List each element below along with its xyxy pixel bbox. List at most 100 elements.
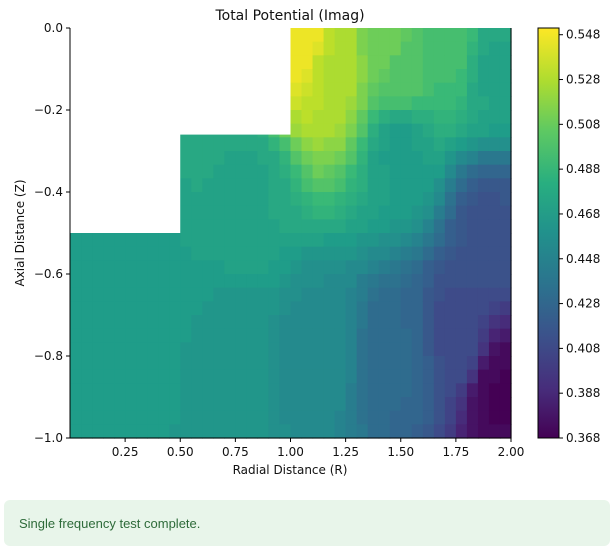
contour-cell [191,137,203,152]
contour-cell [125,397,137,412]
contour-cell [235,328,247,343]
contour-cell [433,137,446,152]
contour-cell [290,164,303,179]
contour-cell [323,55,336,70]
contour-cell [81,410,93,425]
contour-cell [466,246,479,261]
contour-cell [114,287,126,302]
contour-cell [499,96,512,111]
contour-cell [202,233,214,248]
contour-cell [488,192,501,207]
contour-cell [257,178,270,193]
contour-cell [488,315,501,330]
contour-cell [455,274,468,289]
contour-cell [367,69,380,84]
contour-cell [180,301,192,316]
contour-cell [169,260,181,275]
contour-cell [411,369,424,384]
contour-cell [235,205,247,220]
contour-cell [235,301,247,316]
contour-cell [169,356,181,371]
contour-cell [400,328,413,343]
contour-cell [169,328,181,343]
contour-cell [114,246,126,261]
contour-cell [323,397,336,412]
contour-cell [444,301,457,316]
contour-cell [235,315,247,330]
x-tick-label: 1.00 [277,445,304,459]
contour-cell [389,110,402,125]
contour-cell [158,356,170,371]
contour-cell [180,164,192,179]
contour-cell [422,287,435,302]
contour-cell [488,55,501,70]
contour-cell [81,274,93,289]
contour-cell [202,410,214,425]
contour-cell [257,356,270,371]
contour-cell [389,233,402,248]
contour-cell [136,315,148,330]
contour-cell [235,274,247,289]
contour-cell [411,383,424,398]
contour-cell [411,342,424,357]
contour-cell [147,246,159,261]
contour-cell [356,356,369,371]
contour-cell [378,123,391,138]
contour-cell [246,151,259,166]
contour-cell [103,397,115,412]
contour-cell [125,274,137,289]
contour-cell [455,219,468,234]
contour-cell [301,301,314,316]
contour-cell [312,397,325,412]
contour-cell [246,178,259,193]
contour-cell [433,219,446,234]
contour-cell [411,233,424,248]
contour-cell [312,123,325,138]
contour-cell [422,356,435,371]
contour-cell [422,274,435,289]
contour-cell [312,41,325,56]
contour-cell [499,28,512,43]
contour-cell [466,41,479,56]
contour-cell [301,383,314,398]
y-tick-label: −0.4 [34,185,63,199]
contour-cell [235,219,247,234]
contour-cell [477,205,490,220]
contour-cell [246,274,259,289]
contour-cell [312,233,325,248]
contour-cell [224,274,236,289]
contour-cell [356,178,369,193]
contour-cell [202,369,214,384]
contour-cell [466,369,479,384]
contour-cell [356,151,369,166]
contour-cell [400,383,413,398]
contour-cell [433,233,446,248]
contour-cell [136,356,148,371]
contour-cell [279,356,292,371]
contour-cell [323,328,336,343]
contour-cell [455,137,468,152]
contour-cell [70,383,82,398]
contour-cell [400,28,413,43]
contour-cell [444,260,457,275]
contour-cell [466,315,479,330]
contour-cell [301,96,314,111]
contour-cell [114,315,126,330]
contour-cell [158,233,170,248]
contour-cell [202,397,214,412]
contour-cell [180,151,192,166]
contour-cell [433,69,446,84]
contour-cell [356,164,369,179]
contour-cell [180,205,192,220]
contour-cell [356,110,369,125]
contour-cell [400,287,413,302]
contour-cell [136,424,148,439]
contour-cell [433,410,446,425]
contour-cell [389,137,402,152]
contour-cell [356,369,369,384]
contour-cell [257,205,270,220]
contour-cell [279,151,292,166]
contour-cell [257,274,270,289]
contour-cell [488,356,501,371]
contour-cell [103,424,115,439]
